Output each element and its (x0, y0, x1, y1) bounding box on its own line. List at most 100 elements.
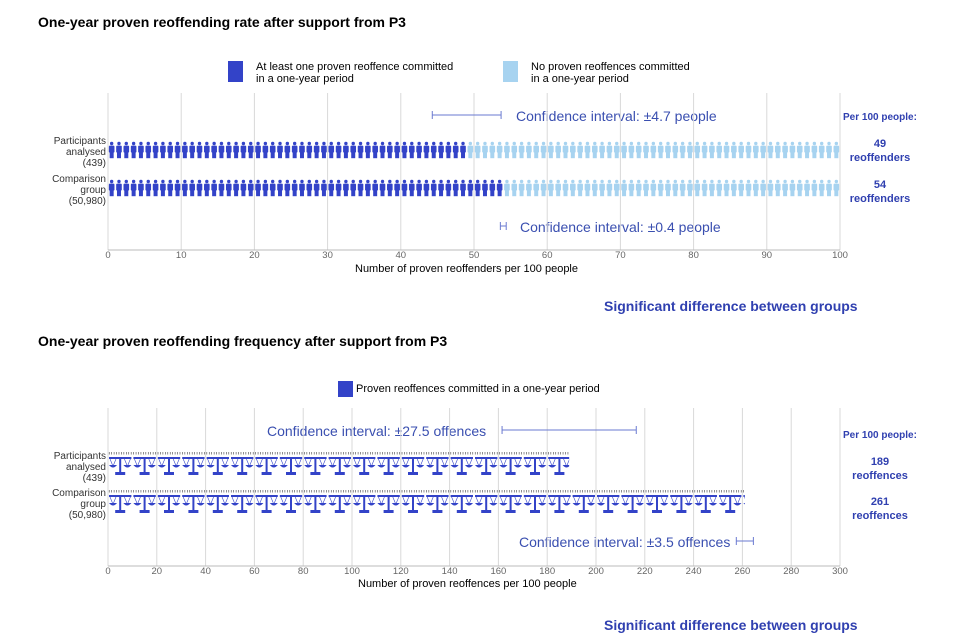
reoffender-person-icon (401, 141, 408, 159)
non-reoffender-person-icon (767, 141, 774, 159)
freq-x-tick-label: 100 (344, 566, 360, 577)
reoffender-person-icon (474, 179, 481, 197)
rate-x-tick-label: 30 (322, 250, 333, 261)
rate-x-tick-label: 40 (396, 250, 407, 261)
non-reoffender-person-icon (570, 179, 576, 197)
reoffender-person-icon (423, 141, 430, 159)
rate-x-tick-label: 60 (542, 250, 553, 261)
reoffender-person-icon (291, 141, 298, 159)
reoffender-person-icon (225, 141, 232, 159)
scales-of-justice-icon (523, 495, 547, 513)
reoffender-person-icon (438, 179, 444, 197)
legend-line: in a one-year period (256, 73, 354, 85)
scales-of-justice-icon (133, 495, 156, 513)
reoffender-person-icon (408, 179, 415, 197)
row-label-line: Comparison (52, 488, 106, 499)
scales-of-justice-icon (304, 457, 327, 475)
reoffender-person-icon (365, 179, 371, 197)
scales-of-justice-icon (426, 457, 449, 475)
scales-of-justice-icon (548, 495, 571, 513)
reoffender-person-icon (321, 179, 327, 197)
freq-x-tick-label: 300 (832, 566, 848, 577)
row-label-line: (439) (82, 473, 106, 484)
reoffender-person-icon (299, 179, 305, 197)
reoffender-person-icon (416, 179, 422, 197)
scales-of-justice-icon (475, 457, 498, 475)
non-reoffender-person-icon (555, 141, 561, 159)
scales-of-justice-icon (206, 457, 229, 475)
non-reoffender-person-icon (716, 141, 723, 159)
freq-x-tick-label: 200 (588, 566, 604, 577)
non-reoffender-person-icon (606, 141, 613, 159)
scales-of-justice-icon (499, 495, 522, 513)
non-reoffender-person-icon (635, 141, 642, 159)
reoffender-person-icon (343, 141, 349, 159)
reoffender-person-icon (328, 179, 335, 197)
reoffender-person-icon (482, 179, 488, 197)
rate-ci-top-label: Confidence interval: ±4.7 people (516, 108, 717, 124)
legend-label-reoffended: At least one proven reoffence committed … (256, 61, 453, 85)
scales-of-justice-icon (231, 457, 254, 475)
non-reoffender-person-icon (804, 179, 810, 197)
scales-of-justice-icon (548, 457, 570, 475)
scales-of-justice-icon (157, 495, 181, 513)
non-reoffender-person-icon (774, 141, 781, 159)
row-label-line: analysed (65, 147, 106, 158)
legend-swatch-reoffences (338, 381, 353, 397)
non-reoffender-person-icon (635, 179, 642, 197)
reoffender-person-icon (423, 179, 430, 197)
freq-x-tick-label: 80 (298, 566, 309, 577)
non-reoffender-person-icon (716, 179, 723, 197)
non-reoffender-person-icon (796, 141, 803, 159)
reoffender-person-icon (138, 179, 144, 197)
non-reoffender-person-icon (606, 179, 613, 197)
reoffender-person-icon (350, 141, 357, 159)
legend-swatch-reoffended (228, 61, 243, 82)
reoffender-person-icon (343, 179, 349, 197)
rate-x-tick-label: 90 (762, 250, 773, 261)
non-reoffender-person-icon (504, 141, 510, 159)
reoffender-person-icon (379, 141, 386, 159)
rate-chart-title: One-year proven reoffending rate after s… (38, 14, 406, 30)
reoffender-person-icon (262, 179, 269, 197)
reoffender-person-icon (379, 179, 386, 197)
rate-row-label-comparison: Comparison group (50,980) (6, 174, 106, 207)
reoffender-person-icon (196, 179, 203, 197)
non-reoffender-person-icon (613, 179, 620, 197)
non-reoffender-person-icon (526, 179, 532, 197)
scales-of-justice-icon (377, 457, 400, 475)
non-reoffender-person-icon (496, 141, 503, 159)
non-reoffender-person-icon (833, 179, 840, 197)
non-reoffender-person-icon (474, 141, 481, 159)
reoffender-person-icon (372, 141, 378, 159)
non-reoffender-person-icon (628, 179, 635, 197)
scales-of-justice-icon (401, 457, 425, 475)
non-reoffender-person-icon (621, 179, 627, 197)
non-reoffender-person-icon (760, 141, 766, 159)
freq-x-axis-label: Number of proven reoffences per 100 peop… (358, 578, 577, 590)
non-reoffender-person-icon (665, 141, 671, 159)
non-reoffender-person-icon (577, 141, 583, 159)
non-reoffender-person-icon (833, 141, 840, 159)
legend-line: At least one proven reoffence committed (256, 61, 454, 73)
row-label-line: (439) (82, 158, 106, 169)
scales-of-justice-icon (279, 457, 303, 475)
reoffender-person-icon (123, 141, 130, 159)
rate-per100-label: Per 100 people: (843, 112, 917, 123)
non-reoffender-person-icon (687, 179, 693, 197)
reoffender-person-icon (116, 179, 122, 197)
reoffender-person-icon (408, 141, 415, 159)
non-reoffender-person-icon (621, 141, 627, 159)
rate-stat-participants: 49 reoffenders (835, 137, 925, 165)
reoffender-person-icon (189, 141, 195, 159)
non-reoffender-person-icon (665, 179, 671, 197)
non-reoffender-person-icon (657, 179, 664, 197)
reoffender-person-icon (291, 179, 298, 197)
reoffender-person-icon (204, 141, 210, 159)
non-reoffender-person-icon (613, 141, 620, 159)
scales-of-justice-icon (426, 495, 449, 513)
reoffender-person-icon (204, 179, 210, 197)
freq-x-tick-label: 40 (200, 566, 211, 577)
non-reoffender-person-icon (650, 141, 657, 159)
reoffender-person-icon (357, 141, 364, 159)
